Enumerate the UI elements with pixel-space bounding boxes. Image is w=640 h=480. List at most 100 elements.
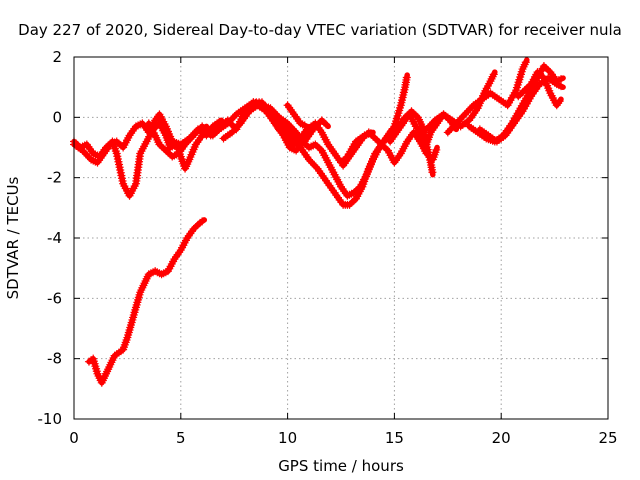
plus-marker <box>193 127 202 136</box>
plus-marker <box>422 125 431 134</box>
plus-marker <box>80 148 89 157</box>
tick-labels: 0 5 10 15 20 25 -10 -8 -6 -4 -2 0 2 <box>38 48 618 447</box>
plus-marker <box>429 118 438 127</box>
plus-marker <box>198 122 207 131</box>
data-traces <box>71 57 566 386</box>
plus-marker <box>308 159 317 168</box>
y-tick-label: 2 <box>52 48 62 66</box>
plus-marker <box>194 126 203 135</box>
plus-marker <box>457 113 466 122</box>
plus-marker <box>295 142 304 151</box>
plus-marker <box>427 119 436 128</box>
plus-marker <box>229 126 238 135</box>
plus-marker <box>191 129 200 138</box>
y-tick-label: -6 <box>47 289 62 307</box>
plus-marker <box>454 117 463 126</box>
x-tick-label: 25 <box>598 429 617 447</box>
plus-marker <box>293 144 302 153</box>
markers-arc-7 <box>283 101 309 130</box>
plus-marker <box>310 160 319 169</box>
data-markers <box>70 58 566 387</box>
plus-marker <box>223 119 232 128</box>
y-axis-label: SDTVAR / TECUs <box>4 176 22 299</box>
plus-marker <box>552 101 561 110</box>
plus-marker <box>557 75 566 84</box>
plus-marker <box>279 122 288 131</box>
plus-marker <box>425 121 434 130</box>
markers-arc-6 <box>253 101 331 155</box>
x-tick-label: 0 <box>69 429 79 447</box>
plus-marker <box>234 121 243 130</box>
plus-marker <box>297 141 306 150</box>
plus-marker <box>464 106 473 115</box>
plus-marker <box>292 146 301 155</box>
plus-marker <box>314 119 323 128</box>
plus-marker <box>203 127 212 136</box>
plus-marker <box>424 123 433 132</box>
plus-marker <box>452 119 461 128</box>
plus-marker <box>286 129 295 138</box>
markers-arc-15 <box>514 68 564 110</box>
plus-marker <box>277 120 286 129</box>
plus-marker <box>312 121 321 130</box>
y-tick-label: 0 <box>52 108 62 126</box>
plus-marker <box>489 70 498 79</box>
plus-marker <box>152 114 161 123</box>
plus-marker <box>455 115 464 124</box>
plus-marker <box>284 127 293 136</box>
plus-marker <box>184 136 193 145</box>
axis-ticks <box>73 56 609 420</box>
plus-marker <box>290 126 299 135</box>
y-tick-label: -8 <box>47 350 62 368</box>
plus-marker <box>201 126 210 135</box>
markers-arc-8 <box>339 73 411 170</box>
plus-marker <box>447 124 456 133</box>
plus-marker <box>304 155 313 164</box>
plus-marker <box>462 108 471 117</box>
plus-marker <box>83 151 92 160</box>
plus-marker <box>459 112 468 121</box>
x-tick-label: 5 <box>176 429 186 447</box>
plus-marker <box>227 115 236 124</box>
plus-marker <box>450 121 459 130</box>
plus-marker <box>428 168 437 177</box>
plus-marker <box>285 121 294 130</box>
plus-marker <box>228 128 237 137</box>
x-tick-label: 10 <box>278 429 297 447</box>
plus-marker <box>298 139 307 148</box>
plus-marker <box>78 146 87 155</box>
plus-marker <box>233 122 242 131</box>
plus-marker <box>231 124 240 133</box>
plus-marker <box>445 126 454 135</box>
plus-marker <box>555 97 564 106</box>
plus-marker <box>300 121 309 130</box>
plus-marker <box>287 122 296 131</box>
plus-marker <box>228 113 237 122</box>
y-tick-label: -4 <box>47 229 62 247</box>
markers-arc-2 <box>70 110 224 167</box>
plus-marker <box>521 58 530 67</box>
plus-marker <box>554 99 563 108</box>
plus-marker <box>186 135 195 144</box>
plus-marker <box>306 157 315 166</box>
plus-marker <box>448 122 457 131</box>
y-tick-label: -2 <box>47 169 62 187</box>
plus-marker <box>199 124 208 133</box>
gridlines <box>74 57 608 419</box>
plus-marker <box>310 123 319 132</box>
plus-marker <box>181 140 190 149</box>
plus-marker <box>230 112 239 121</box>
chart-title: Day 227 of 2020, Sidereal Day-to-day VTE… <box>18 21 622 39</box>
markers-arc-12 <box>443 58 530 137</box>
plus-marker <box>81 150 90 159</box>
plus-marker <box>288 124 297 133</box>
plus-marker <box>187 133 196 142</box>
plus-marker <box>466 104 475 113</box>
markers-arc-16 <box>84 217 207 387</box>
markers-arc-14 <box>475 74 566 146</box>
plus-marker <box>309 125 318 134</box>
x-tick-label: 20 <box>492 429 511 447</box>
markers-arc-10 <box>394 107 437 177</box>
y-tick-label: -10 <box>38 410 63 428</box>
